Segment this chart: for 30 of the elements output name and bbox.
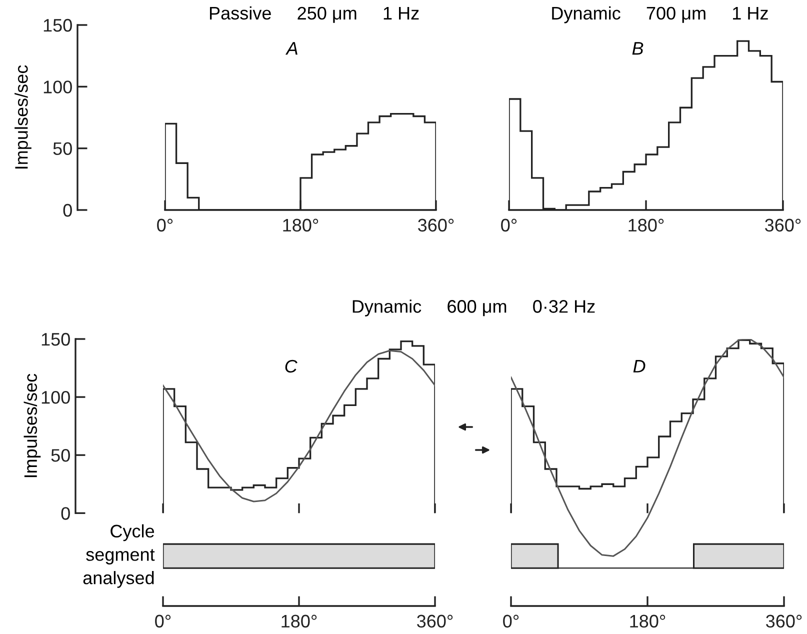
x-tick-label: 0° xyxy=(155,614,171,628)
y-tick-label: 150 xyxy=(42,332,70,346)
band-label: Cycle segment analysed xyxy=(83,524,155,588)
x-tick-label: 180° xyxy=(283,218,318,232)
x-tick-label: 180° xyxy=(282,614,317,628)
y-tick-label: 100 xyxy=(42,390,70,404)
chart-title: Passive 250 μm 1 Hz xyxy=(210,6,419,23)
x-tick-label: 180° xyxy=(628,218,664,232)
x-tick-label: 0° xyxy=(501,218,517,232)
x-tick-label: 360° xyxy=(765,218,801,232)
annotation: D xyxy=(633,360,646,372)
y-tick-label: 50 xyxy=(51,449,70,462)
y-tick-label: 0 xyxy=(63,204,72,217)
x-tick-label: 360° xyxy=(766,614,802,628)
annotation: B xyxy=(632,42,644,55)
annotation: C xyxy=(285,360,298,373)
annotation: A xyxy=(285,42,298,55)
y-tick-label: 150 xyxy=(44,18,72,32)
y-tick-label: 50 xyxy=(53,142,72,156)
y-axis-title: Impulses/sec xyxy=(24,374,41,478)
y-axis-title: Impulses/sec xyxy=(14,65,32,169)
text: Dynamic 600 μm 0·32 Hz xyxy=(352,300,595,316)
chart-title: Dynamic 700 μm 1 Hz xyxy=(552,6,768,24)
x-tick-label: 360° xyxy=(418,218,454,232)
x-tick-label: 0° xyxy=(503,614,519,628)
x-tick-label: 360° xyxy=(417,614,453,628)
y-tick-label: 0 xyxy=(61,507,70,520)
x-tick-label: 180° xyxy=(630,614,666,628)
x-tick-label: 0° xyxy=(157,218,173,232)
y-tick-label: 100 xyxy=(44,80,72,94)
